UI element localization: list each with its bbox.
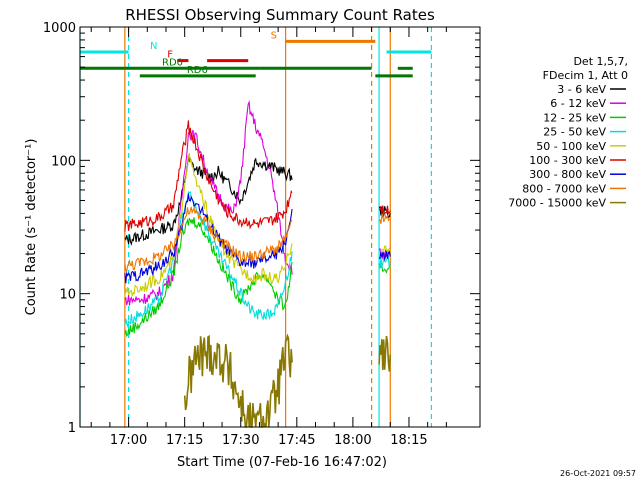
series-line-5 bbox=[124, 120, 391, 232]
legend-label-6: 300 - 800 keV bbox=[529, 168, 606, 181]
y-tick-label-3: 1000 bbox=[43, 21, 76, 36]
series-line-7 bbox=[124, 206, 391, 273]
legend-label-3: 25 - 50 keV bbox=[543, 126, 606, 139]
x-axis-label: Start Time (07-Feb-16 16:47:02) bbox=[177, 455, 387, 470]
chart-title: RHESSI Observing Summary Count Rates bbox=[125, 6, 435, 24]
legend-header-1: FDecim 1, Att 0 bbox=[543, 69, 628, 82]
x-tick-label-4: 18:00 bbox=[334, 433, 371, 448]
legend-label-0: 3 - 6 keV bbox=[557, 83, 606, 96]
x-tick-label-2: 17:30 bbox=[222, 433, 259, 448]
y-tick-label-2: 100 bbox=[51, 154, 76, 169]
legend-label-4: 50 - 100 keV bbox=[536, 140, 606, 153]
x-tick-label-0: 17:00 bbox=[110, 433, 147, 448]
x-tick-label-3: 17:45 bbox=[278, 433, 315, 448]
series-line-8 bbox=[183, 333, 392, 428]
legend-label-2: 12 - 25 keV bbox=[543, 111, 606, 124]
x-tick-label-1: 17:15 bbox=[166, 433, 203, 448]
x-tick-label-5: 18:15 bbox=[390, 433, 427, 448]
state-label-f: F bbox=[167, 50, 173, 61]
state-label-rd0: RD0 bbox=[162, 57, 183, 68]
legend-label-5: 100 - 300 keV bbox=[529, 154, 606, 167]
legend-label-8: 7000 - 15000 keV bbox=[508, 197, 606, 210]
legend-header-0: Det 1,5,7, bbox=[573, 55, 628, 68]
legend-label-1: 6 - 12 keV bbox=[550, 97, 606, 110]
axes: 1 10 100 1000 17:00 17:15 17:30 17:45 18:00 18:15 bbox=[43, 21, 480, 448]
y-axis-label: Count Rate (s⁻¹ detector⁻¹) bbox=[24, 139, 39, 316]
state-label-n: N bbox=[150, 41, 157, 52]
legend-label-7: 800 - 7000 keV bbox=[522, 182, 606, 195]
plot-frame bbox=[79, 26, 481, 428]
y-tick-label-0: 1 bbox=[68, 421, 76, 436]
state-label-rd6: RD6 bbox=[187, 65, 208, 76]
plot-area: NF S RD0 RD6 bbox=[79, 27, 433, 428]
series-line-3 bbox=[124, 190, 391, 329]
y-tick-label-1: 10 bbox=[59, 288, 76, 303]
footer-date: 26-Oct-2021 09:57 bbox=[560, 469, 636, 478]
state-label-s: S bbox=[271, 30, 277, 41]
series-line-0 bbox=[124, 155, 391, 246]
